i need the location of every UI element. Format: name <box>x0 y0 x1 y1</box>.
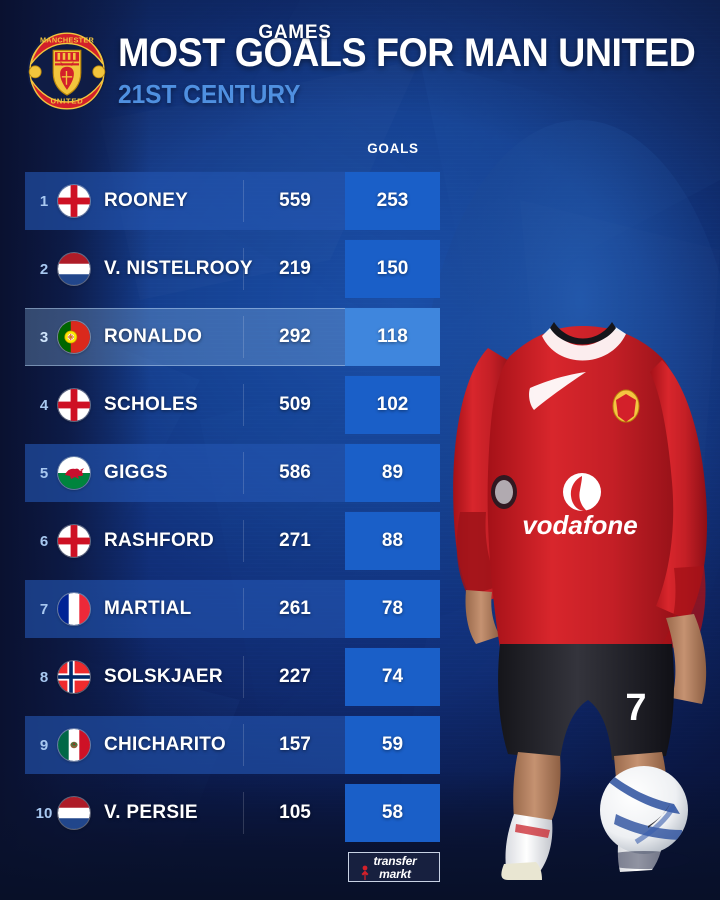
flag-icon-norway <box>58 661 90 693</box>
table-row[interactable]: 1 ROONEY 559 253 <box>0 168 450 234</box>
row-games-value: 157 <box>279 734 311 755</box>
column-divider <box>243 724 244 766</box>
row-games-value: 227 <box>279 666 311 687</box>
row-player-name: V. PERSIE <box>104 802 198 823</box>
page-subtitle: 21ST CENTURY <box>118 79 301 109</box>
row-goals-value: 78 <box>345 580 440 638</box>
row-goals-value: 102 <box>345 376 440 434</box>
flag-icon-england <box>58 185 90 217</box>
transfermarkt-logo-line2: markt <box>379 867 411 881</box>
flag-icon-england <box>58 389 90 421</box>
row-player-name: RONALDO <box>104 326 203 347</box>
table-row[interactable]: 6 RASHFORD 271 88 <box>0 508 450 574</box>
header: MANCHESTER UNITED MOST GOALS FOR MAN UNI… <box>0 0 720 128</box>
row-goals-value: 150 <box>345 240 440 298</box>
transfermarkt-figure-icon <box>361 865 369 880</box>
flag-icon-netherlands <box>58 253 90 285</box>
manchester-united-crest-icon: MANCHESTER UNITED <box>27 31 107 111</box>
row-player-name: ROONEY <box>104 190 189 211</box>
svg-text:7: 7 <box>625 687 646 729</box>
row-player-name: V. NISTELROOY <box>104 258 253 279</box>
table-row[interactable]: 10 V. PERSIE 105 58 <box>0 780 450 846</box>
flag-icon-mexico <box>58 729 90 761</box>
column-divider <box>243 520 244 562</box>
table-row[interactable]: 4 SCHOLES 509 102 <box>0 372 450 438</box>
row-rank: 7 <box>39 600 49 618</box>
table-row[interactable]: 5 GIGGS 586 89 <box>0 440 450 506</box>
column-divider <box>243 316 244 358</box>
row-player-name: RASHFORD <box>104 530 215 551</box>
row-games-value: 559 <box>279 190 311 211</box>
table-row[interactable]: 8 SOLSKJAER 227 74 <box>0 644 450 710</box>
cristiano-ronaldo-photo: vodafone 7 <box>430 120 720 880</box>
column-header-games: GAMES <box>258 22 332 43</box>
flag-icon-england <box>58 525 90 557</box>
column-divider <box>243 588 244 630</box>
column-divider <box>243 656 244 698</box>
column-divider <box>243 384 244 426</box>
svg-text:MANCHESTER: MANCHESTER <box>40 36 95 45</box>
row-games-value: 586 <box>279 462 311 483</box>
row-player-name: SOLSKJAER <box>104 666 223 687</box>
row-rank: 1 <box>39 192 49 210</box>
table-row[interactable]: 7 MARTIAL 261 78 <box>0 576 450 642</box>
row-games-value: 261 <box>279 598 311 619</box>
flag-icon-wales <box>58 457 90 489</box>
row-games-value: 105 <box>279 802 311 823</box>
row-goals-value: 89 <box>345 444 440 502</box>
row-player-name: SCHOLES <box>104 394 198 415</box>
row-rank: 2 <box>39 260 49 278</box>
row-games-value: 509 <box>279 394 311 415</box>
row-rank: 3 <box>39 328 49 346</box>
row-games-value: 292 <box>279 326 311 347</box>
table-row[interactable]: 2 V. NISTELROOY 219 150 <box>0 236 450 302</box>
flag-icon-portugal <box>58 321 90 353</box>
svg-text:vodafone: vodafone <box>522 510 638 540</box>
rankings-table: 1 ROONEY 559 253 2 V. NISTELROOY 219 150 3 RON… <box>0 168 450 848</box>
column-divider <box>243 792 244 834</box>
row-goals-value: 59 <box>345 716 440 774</box>
row-rank: 6 <box>39 532 49 550</box>
flag-icon-france <box>58 593 90 625</box>
column-header-goals: GOALS <box>367 141 419 156</box>
row-rank: 8 <box>39 668 49 686</box>
transfermarkt-logo-line1: transfer <box>373 854 417 868</box>
flag-icon-netherlands <box>58 797 90 829</box>
row-player-name: GIGGS <box>104 462 168 483</box>
column-divider <box>243 248 244 290</box>
page-title: MOST GOALS FOR MAN UNITED <box>118 31 696 75</box>
row-player-name: CHICHARITO <box>104 734 226 755</box>
row-games-value: 271 <box>279 530 311 551</box>
row-goals-value: 58 <box>345 784 440 842</box>
column-divider <box>243 452 244 494</box>
row-rank: 5 <box>39 464 49 482</box>
row-rank: 9 <box>39 736 49 754</box>
row-player-name: MARTIAL <box>104 598 192 619</box>
row-goals-value: 253 <box>345 172 440 230</box>
transfermarkt-logo: transfer markt <box>348 852 440 882</box>
row-rank: 10 <box>35 804 53 822</box>
row-goals-value: 118 <box>345 308 440 366</box>
column-divider <box>243 180 244 222</box>
svg-text:UNITED: UNITED <box>51 97 84 106</box>
table-row[interactable]: 3 RONALDO 292 118 <box>0 304 450 370</box>
row-goals-value: 88 <box>345 512 440 570</box>
row-games-value: 219 <box>279 258 311 279</box>
row-rank: 4 <box>39 396 49 414</box>
table-row[interactable]: 9 CHICHARITO 157 59 <box>0 712 450 778</box>
row-goals-value: 74 <box>345 648 440 706</box>
